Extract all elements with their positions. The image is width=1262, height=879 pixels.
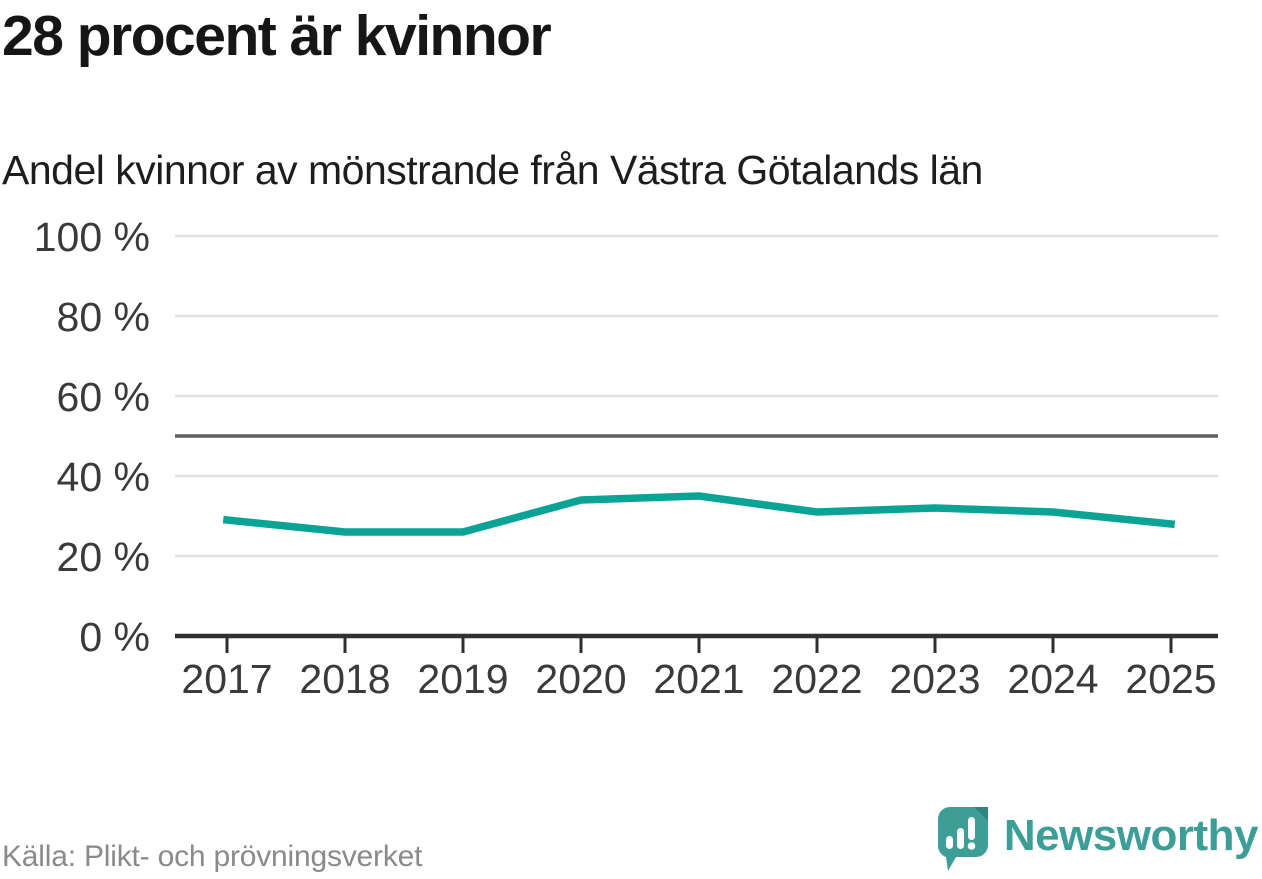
- logo-exclamation-dot: [967, 842, 976, 850]
- data-line: [222, 492, 1176, 536]
- logo-exclamation-bar: [967, 817, 975, 840]
- x-tick-label: 2020: [535, 656, 626, 702]
- x-tick-label: 2017: [181, 656, 272, 702]
- newsworthy-logo-icon: [937, 807, 988, 871]
- y-tick-label: 80 %: [57, 294, 150, 340]
- x-tick-label: 2021: [653, 656, 744, 702]
- y-tick-label: 20 %: [57, 534, 150, 580]
- chart-subtitle: Andel kvinnor av mönstrande från Västra …: [2, 147, 983, 193]
- brand-wordmark: Newsworthy: [1003, 811, 1259, 860]
- x-tick-label: 2023: [889, 656, 980, 702]
- chart-title: 28 procent är kvinnor: [2, 4, 552, 68]
- x-tick-label: 2022: [771, 656, 862, 702]
- logo-bar-tall: [956, 828, 964, 849]
- brand-footer: Newsworthy: [934, 805, 1259, 877]
- logo-fold: [973, 807, 988, 821]
- source-caption: Källa: Plikt- och prövningsverket: [2, 840, 423, 873]
- x-tick-label: 2018: [299, 656, 390, 702]
- y-tick-label: 0 %: [79, 614, 150, 660]
- y-tick-label: 60 %: [57, 374, 150, 420]
- y-tick-label: 40 %: [57, 454, 150, 500]
- logo-bar-short: [945, 836, 953, 849]
- x-tick-label: 2025: [1125, 656, 1216, 702]
- x-tick-label: 2024: [1007, 656, 1098, 702]
- y-tick-label: 100 %: [34, 214, 150, 260]
- x-tick-label: 2019: [417, 656, 508, 702]
